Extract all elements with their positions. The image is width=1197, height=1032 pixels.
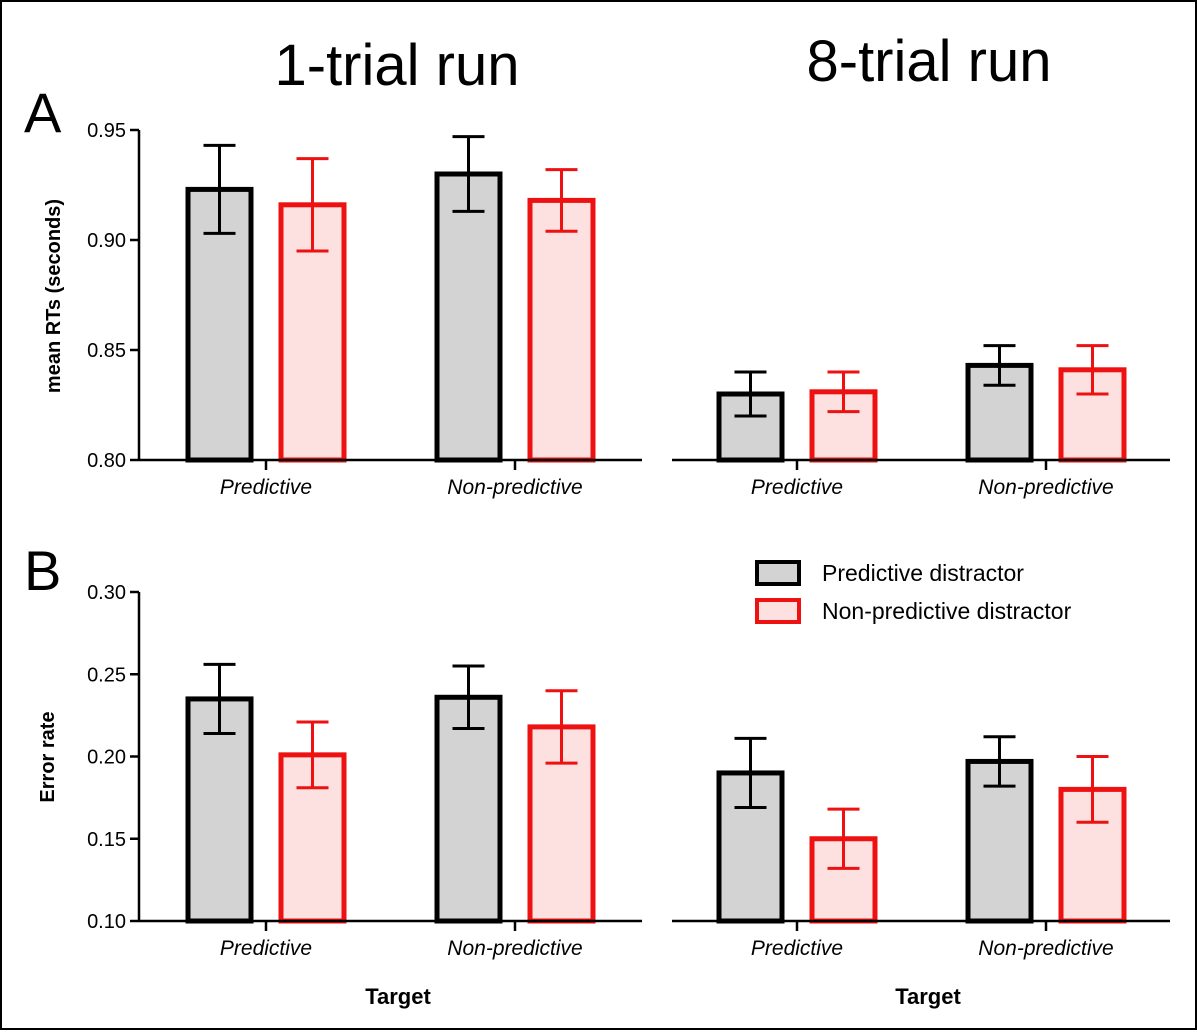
y-tick-label: 0.95 <box>87 120 126 142</box>
y-tick-label: 0.90 <box>87 230 126 252</box>
y-tick-label: 0.30 <box>87 582 126 604</box>
legend-label-predictive: Predictive distractor <box>822 560 1024 586</box>
y-tick-label: 0.10 <box>87 911 126 933</box>
y-axis-title-error: Error rate <box>37 711 59 802</box>
panel-label-a: A <box>24 81 62 144</box>
x-axis-title-right: Target <box>895 984 961 1009</box>
subplot-a-right: Predictive Non-predictive <box>672 344 1170 499</box>
x-tick-label: Non-predictive <box>978 937 1113 960</box>
legend-swatch-nonpredictive <box>755 598 801 624</box>
x-tick-label: Non-predictive <box>447 476 582 499</box>
x-tick-label: Non-predictive <box>447 937 582 960</box>
x-tick-label: Predictive <box>751 937 843 960</box>
plot-area: Predictive Non-predictive 0.80 0.85 0.90 0.95… <box>87 120 1170 960</box>
legend-label-nonpredictive: Non-predictive distractor <box>822 598 1072 624</box>
panel-label-b: B <box>24 539 61 602</box>
y-tick-label: 0.85 <box>87 340 126 362</box>
bar <box>527 197 596 463</box>
y-tick-label: 0.25 <box>87 664 126 686</box>
bar <box>434 694 503 924</box>
x-tick-label: Predictive <box>751 476 843 499</box>
column-title-8-trial: 8-trial run <box>807 29 1052 94</box>
legend: Predictive distractor Non-predictive dis… <box>755 560 1072 624</box>
y-axis-title-rt: mean RTs (seconds) <box>43 199 65 393</box>
x-tick-label: Predictive <box>220 476 312 499</box>
subplot-a-left: Predictive Non-predictive 0.80 0.85 0.90 0.95 <box>87 120 642 499</box>
y-tick-label: 0.15 <box>87 829 126 851</box>
bar <box>434 171 503 463</box>
x-tick-label: Non-predictive <box>978 476 1113 499</box>
y-tick-label: 0.20 <box>87 747 126 769</box>
legend-swatch-predictive <box>755 560 801 586</box>
subplot-b-right: Predictive Non-predictive <box>672 735 1170 960</box>
x-axis-title-left: Target <box>365 984 431 1009</box>
y-tick-label: 0.80 <box>87 450 126 472</box>
subplot-b-left: Predictive Non-predictive 0.10 0.15 0.20 0.25… <box>87 582 642 960</box>
x-tick-label: Predictive <box>220 937 312 960</box>
column-title-1-trial: 1-trial run <box>275 33 520 98</box>
